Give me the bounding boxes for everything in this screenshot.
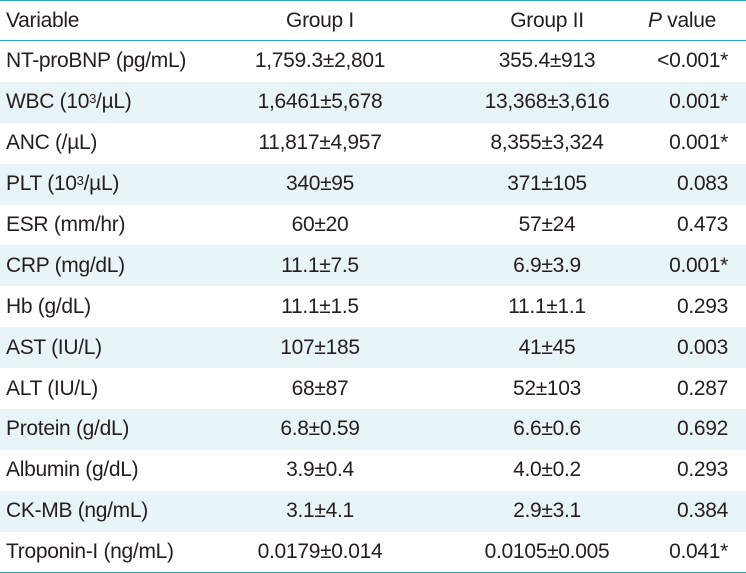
row-group2: 0.0105±0.005 <box>484 540 610 564</box>
row-pvalue: 0.083 <box>676 172 728 196</box>
table-row: NT-proBNP (pg/mL) 1,759.3±2,801 355.4±91… <box>0 41 746 82</box>
row-variable-pre: PLT (10 <box>6 172 77 196</box>
row-group2: 52±103 <box>512 376 582 400</box>
row-variable-post: /µL) <box>96 90 132 114</box>
table-row: ANC (/µL) 11,817±4,957 8,355±3,324 0.001… <box>0 123 746 164</box>
table-row: Protein (g/dL) 6.8±0.59 6.6±0.6 0.692 <box>0 409 746 450</box>
row-group1: 3.1±4.1 <box>286 499 354 523</box>
row-variable: Troponin-I (ng/mL) <box>6 540 174 564</box>
table-row: CRP (mg/dL) 11.1±7.5 6.9±3.9 0.001* <box>0 245 746 287</box>
table-row: Troponin-I (ng/mL) 0.0179±0.014 0.0105±0… <box>0 532 746 573</box>
row-variable-pre: WBC (10 <box>6 90 90 114</box>
row-group1: 11.1±1.5 <box>281 294 359 318</box>
row-variable: Protein (g/dL) <box>6 417 130 441</box>
row-pvalue: <0.001* <box>657 49 728 73</box>
row-variable-post: /µL) <box>83 172 120 196</box>
row-variable: NT-proBNP (pg/mL) <box>6 49 187 73</box>
row-pvalue: 0.473 <box>676 213 728 236</box>
header-pvalue-label: value <box>661 8 716 32</box>
row-group1: 6.8±0.59 <box>280 417 360 441</box>
header-pvalue: P value <box>648 1 716 40</box>
row-group1: 68±87 <box>291 376 349 400</box>
row-pvalue: 0.003 <box>676 335 728 359</box>
row-group1: 3.9±0.4 <box>286 458 354 482</box>
row-variable: CRP (mg/dL) <box>6 253 125 277</box>
row-variable: ESR (mm/hr) <box>6 213 126 236</box>
row-group2: 6.9±3.9 <box>513 253 581 277</box>
row-group1: 0.0179±0.014 <box>257 540 383 564</box>
table-row: WBC (10 3/µL) 1,6461±5,678 13,368±3,616 0… <box>0 81 746 123</box>
table-row: Albumin (g/dL) 3.9±0.4 4.0±0.2 0.293 <box>0 450 746 491</box>
row-group2: 57±24 <box>518 213 576 236</box>
row-group2: 6.6±0.6 <box>513 417 581 441</box>
header-group1: Group I <box>286 8 354 32</box>
table-row: AST (IU/L) 107±185 41±45 0.003 <box>0 327 746 369</box>
row-group2: 371±105 <box>507 172 587 196</box>
row-pvalue: 0.293 <box>676 458 728 482</box>
table-bottom-rule <box>0 571 746 573</box>
row-pvalue: 0.001* <box>669 131 728 155</box>
row-variable: AST (IU/L) <box>6 335 102 359</box>
header-variable: Variable <box>6 8 80 32</box>
row-variable: ANC (/µL) <box>6 131 98 155</box>
row-pvalue: 0.692 <box>676 417 728 441</box>
row-variable: CK-MB (ng/mL) <box>6 499 148 523</box>
table-row: PLT (10 3/µL) 340±95 371±105 0.083 <box>0 163 746 205</box>
table-row: Hb (g/dL) 11.1±1.5 11.1±1.1 0.293 <box>0 286 746 327</box>
row-variable: PLT (10 3/µL) <box>6 172 120 196</box>
row-group2: 355.4±913 <box>498 49 596 73</box>
table-header-row: Variable Group I Group II P value <box>0 0 746 41</box>
header-group2: Group II <box>510 8 584 32</box>
row-group1: 60±20 <box>291 213 349 236</box>
row-pvalue: 0.001* <box>669 253 728 277</box>
row-group1: 11,817±4,957 <box>258 131 382 155</box>
row-pvalue: 0.293 <box>676 294 728 318</box>
header-pvalue-p: P <box>648 8 662 32</box>
table-row: ALT (IU/L) 68±87 52±103 0.287 <box>0 368 746 409</box>
row-group2: 2.9±3.1 <box>513 499 581 523</box>
row-group1: 340±95 <box>285 172 355 196</box>
row-pvalue: 0.287 <box>676 376 728 400</box>
table-row: CK-MB (ng/mL) 3.1±4.1 2.9±3.1 0.384 <box>0 490 746 532</box>
row-group2: 11.1±1.1 <box>508 294 586 318</box>
row-group1: 1,759.3±2,801 <box>254 49 386 73</box>
row-group1: 11.1±7.5 <box>281 253 359 277</box>
row-group1: 107±185 <box>280 335 360 359</box>
row-variable: ALT (IU/L) <box>6 376 98 400</box>
row-pvalue: 0.384 <box>676 499 728 523</box>
row-pvalue: 0.001* <box>669 90 728 114</box>
row-group2: 13,368±3,616 <box>484 90 610 114</box>
row-group1: 1,6461±5,678 <box>257 90 383 114</box>
row-group2: 41±45 <box>518 335 576 359</box>
row-pvalue: 0.041* <box>669 540 728 564</box>
table-row: ESR (mm/hr) 60±20 57±24 0.473 <box>0 205 746 246</box>
row-group2: 8,355±3,324 <box>490 131 604 155</box>
row-group2: 4.0±0.2 <box>513 458 581 482</box>
row-variable: Hb (g/dL) <box>6 294 91 318</box>
row-variable: WBC (10 3/µL) <box>6 90 132 114</box>
row-variable: Albumin (g/dL) <box>6 458 139 482</box>
